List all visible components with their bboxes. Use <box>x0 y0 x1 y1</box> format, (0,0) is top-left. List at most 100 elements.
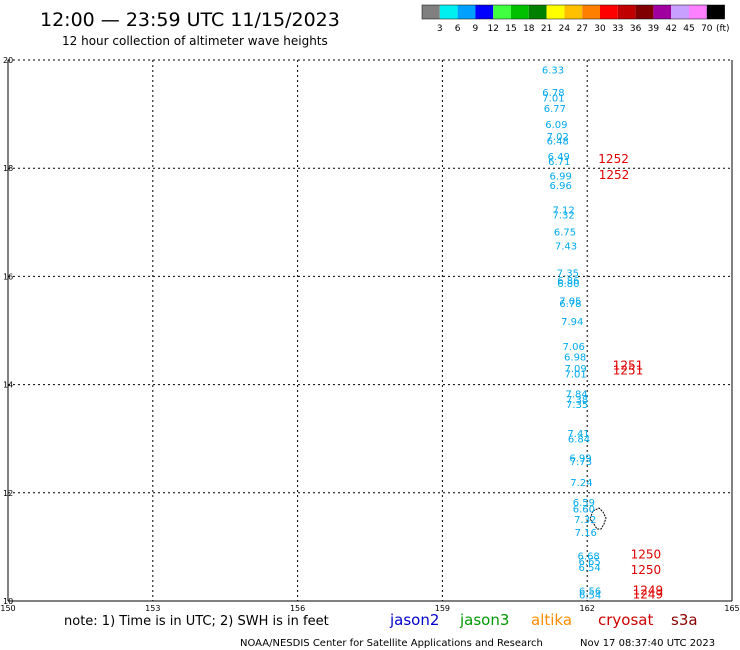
swh-value: 7.06 <box>563 342 585 353</box>
swh-value: 6.96 <box>550 181 572 192</box>
color-scale-swatch <box>582 5 600 19</box>
swh-value: 7.09 <box>565 364 587 375</box>
swh-value: 6.77 <box>544 104 566 115</box>
color-scale-swatch <box>635 5 654 19</box>
swh-value: 6.84 <box>568 434 590 445</box>
color-scale-tick: 42 <box>665 24 676 34</box>
swh-value: 6.65 <box>579 557 601 568</box>
color-scale-tick: 27 <box>576 24 587 34</box>
swh-value: 7.35 <box>557 268 579 279</box>
swh-value: 7.84 <box>565 390 587 401</box>
color-scale-tick: 18 <box>523 24 535 34</box>
color-scale-tick: 21 <box>541 24 552 34</box>
color-scale-swatch <box>528 5 547 19</box>
swh-value: 6.78 <box>542 88 564 99</box>
color-scale-tick: 6 <box>455 24 461 34</box>
color-scale-swatch <box>617 5 636 19</box>
swh-value: 7.02 <box>547 132 569 143</box>
y-tick-label: 16 <box>3 272 13 281</box>
color-scale-tick: 15 <box>505 24 516 34</box>
color-scale-swatch <box>564 5 583 19</box>
legend-jason2: jason2 <box>389 611 439 629</box>
swh-value: 7.32 <box>552 211 574 222</box>
swh-value: 6.54 <box>579 563 601 574</box>
swh-value: 6.54 <box>579 590 601 601</box>
swh-value: 7.24 <box>570 478 592 489</box>
swh-value: 7.01 <box>565 370 587 381</box>
color-scale-swatch <box>653 5 672 19</box>
island-outline <box>589 507 607 530</box>
pass-number: 1249 <box>633 587 664 601</box>
y-tick-label: 20 <box>3 56 13 65</box>
pass-number: 1249 <box>633 584 664 598</box>
color-scale-tick: 30 <box>594 24 606 34</box>
swh-value: 6.49 <box>548 152 570 163</box>
pass-number: 1252 <box>599 168 630 182</box>
legend-s3a: s3a <box>671 611 698 629</box>
x-tick-label: 165 <box>724 604 739 613</box>
swh-value: 6.33 <box>542 66 564 77</box>
x-tick-label: 159 <box>435 604 450 613</box>
swh-value: 7.16 <box>575 528 597 539</box>
color-scale-swatch <box>439 5 458 19</box>
swh-value: 7.35 <box>566 400 588 411</box>
x-tick-label: 156 <box>290 604 305 613</box>
color-scale-swatch <box>546 5 565 19</box>
lat-lon-grid <box>7 59 733 602</box>
color-scale-unit: (ft) <box>716 24 730 34</box>
color-scale-frame <box>421 4 725 20</box>
chart-subtitle: 12 hour collection of altimeter wave hei… <box>62 34 328 48</box>
color-scale-bar: 3 6 9 12 15 18 21 24 27 30 33 36 39 42 45 70 <box>421 4 725 34</box>
swh-point-labels: 6.336.787.016.776.097.026.486.496.716.99… <box>542 66 601 602</box>
swh-value: 6.71 <box>548 157 570 168</box>
swh-value: 6.80 <box>557 279 579 290</box>
color-scale-tick: 36 <box>630 24 642 34</box>
swh-value: 6.59 <box>573 498 595 509</box>
footer-timestamp: Nov 17 08:37:40 UTC 2023 <box>580 638 715 649</box>
color-scale-tick: 9 <box>473 24 479 34</box>
color-scale-swatch <box>511 5 529 19</box>
legend-altika: altika <box>531 611 572 629</box>
swh-value: 6.78 <box>559 299 581 310</box>
y-tick-label: 18 <box>3 164 13 173</box>
color-scale-tick: 70 <box>701 24 713 34</box>
legend-cryosat: cryosat <box>598 611 653 629</box>
color-scale-swatch <box>689 5 707 19</box>
color-scale-tick: 12 <box>487 24 498 34</box>
swh-value: 7.05 <box>559 297 581 308</box>
footer-credit: NOAA/NESDIS Center for Satellite Applica… <box>240 638 543 649</box>
color-scale-tick: 24 <box>559 24 571 34</box>
x-tick-label: 162 <box>580 604 595 613</box>
pass-number: 1252 <box>598 152 629 166</box>
color-scale-swatch <box>671 5 689 19</box>
color-scale-swatch <box>457 5 476 19</box>
pass-number: 1250 <box>631 563 662 577</box>
x-tick-label: 153 <box>145 604 160 613</box>
swh-value: 7.32 <box>574 515 596 526</box>
color-scale-tick: 45 <box>683 24 694 34</box>
swh-value: 7.43 <box>555 241 577 252</box>
swh-value: 7.41 <box>567 429 589 440</box>
y-tick-label: 14 <box>3 381 13 390</box>
color-scale-swatch <box>706 5 725 19</box>
legend-jason3: jason3 <box>459 611 509 629</box>
color-scale-swatch <box>600 5 618 19</box>
swh-value: 6.99 <box>569 453 591 464</box>
swh-value: 6.09 <box>545 120 567 131</box>
color-scale-tick: 33 <box>612 24 623 34</box>
chart-title: 12:00 — 23:59 UTC 11/15/2023 <box>40 9 340 31</box>
swh-value: 6.99 <box>550 172 572 183</box>
x-tick-label: 150 <box>0 604 15 613</box>
color-scale-swatch <box>422 5 440 19</box>
pass-number: 1250 <box>631 547 662 561</box>
color-scale-tick: 3 <box>437 24 443 34</box>
swh-value: 6.60 <box>573 504 595 515</box>
swh-value: 6.86 <box>557 276 579 287</box>
y-tick-label: 12 <box>3 489 13 498</box>
pass-number: 1251 <box>613 363 644 377</box>
swh-value: 6.98 <box>564 352 586 363</box>
color-scale-swatch <box>475 5 494 19</box>
footer-note: note: 1) Time is in UTC; 2) SWH is in fe… <box>64 614 329 629</box>
swh-value: 7.38 <box>566 395 588 406</box>
